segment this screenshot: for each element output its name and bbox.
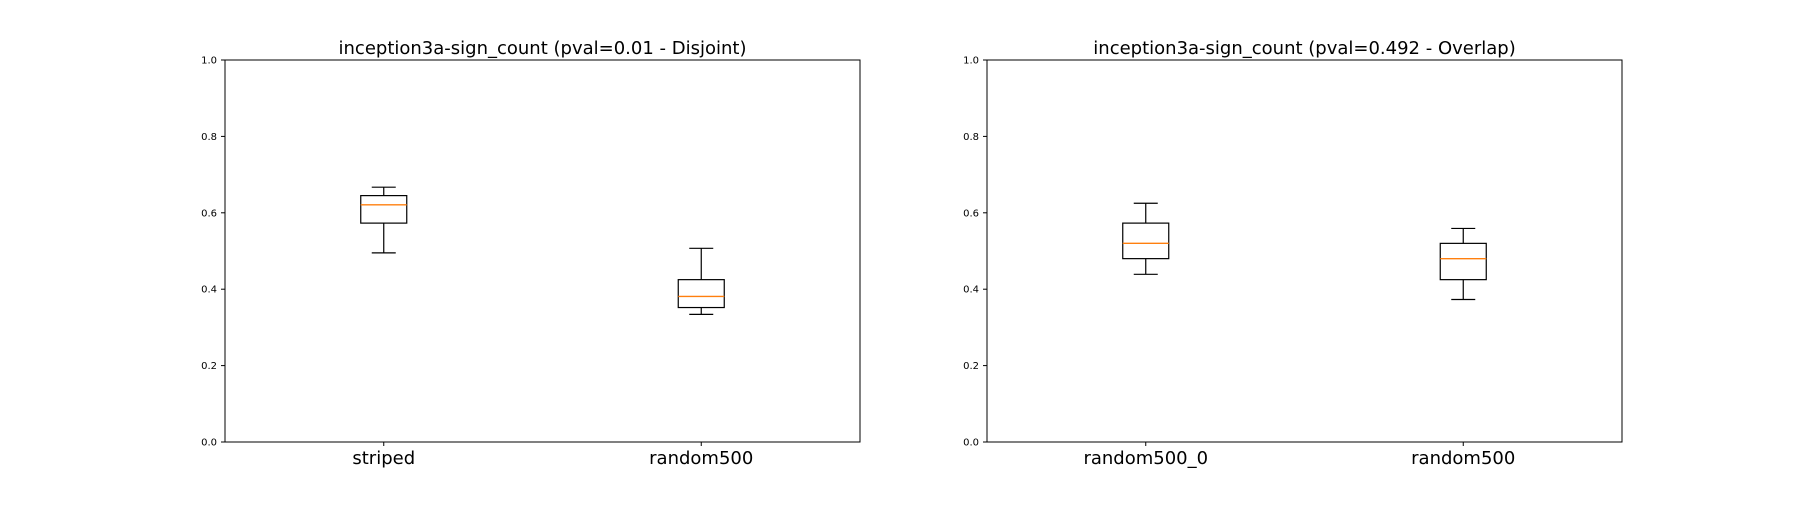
y-tick-label: 0.4: [201, 285, 217, 296]
x-tick-label: random500: [1411, 448, 1515, 469]
y-tick-label: 0.2: [963, 361, 979, 372]
y-tick-label: 0.4: [963, 285, 979, 296]
box: [677, 279, 725, 309]
y-tick-label: 0.6: [201, 208, 217, 219]
y-tick-label: 1.0: [201, 56, 217, 67]
axes-frame: [224, 59, 861, 443]
box: [1122, 222, 1170, 260]
y-tick-label: 0.0: [201, 438, 217, 449]
y-tick-label: 0.0: [963, 438, 979, 449]
y-tick-label: 0.2: [201, 361, 217, 372]
x-tick-label: striped: [352, 448, 415, 469]
chart-title: inception3a-sign_count (pval=0.492 - Ove…: [1093, 38, 1515, 59]
y-tick-label: 0.6: [963, 208, 979, 219]
box: [360, 195, 408, 224]
chart-title: inception3a-sign_count (pval=0.01 - Disj…: [339, 38, 747, 59]
y-tick-label: 0.8: [963, 132, 979, 143]
box: [1439, 242, 1487, 281]
y-tick-label: 1.0: [963, 56, 979, 67]
axes-frame: [986, 59, 1623, 443]
y-tick-label: 0.8: [201, 132, 217, 143]
box-plot-panel-right: inception3a-sign_count (pval=0.492 - Ove…: [963, 38, 1623, 469]
x-tick-label: random500: [649, 448, 753, 469]
box-plot-panel-left: inception3a-sign_count (pval=0.01 - Disj…: [201, 38, 861, 469]
x-tick-label: random500_0: [1083, 448, 1208, 469]
